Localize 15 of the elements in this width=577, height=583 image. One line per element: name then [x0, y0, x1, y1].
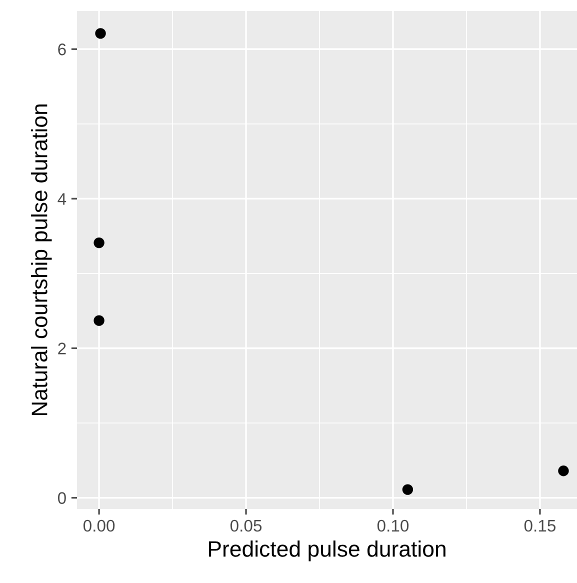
y-axis-title: Natural courtship pulse duration — [31, 104, 52, 416]
point — [558, 466, 569, 476]
point — [94, 315, 104, 326]
y-tick-label: 2 — [58, 342, 66, 354]
y-tick-label: 0 — [58, 492, 66, 504]
x-tick-label: 0.10 — [377, 520, 409, 532]
y-tick-label: 4 — [58, 193, 66, 205]
point — [95, 28, 106, 39]
point — [402, 484, 414, 495]
x-axis-title: Predicted pulse duration — [209, 540, 446, 562]
x-tick-label: 0.05 — [230, 520, 262, 532]
y-tick-label: 6 — [58, 44, 66, 56]
point — [94, 237, 104, 248]
x-tick-label: 0.15 — [524, 520, 556, 532]
x-tick-label: 0.00 — [83, 520, 115, 532]
